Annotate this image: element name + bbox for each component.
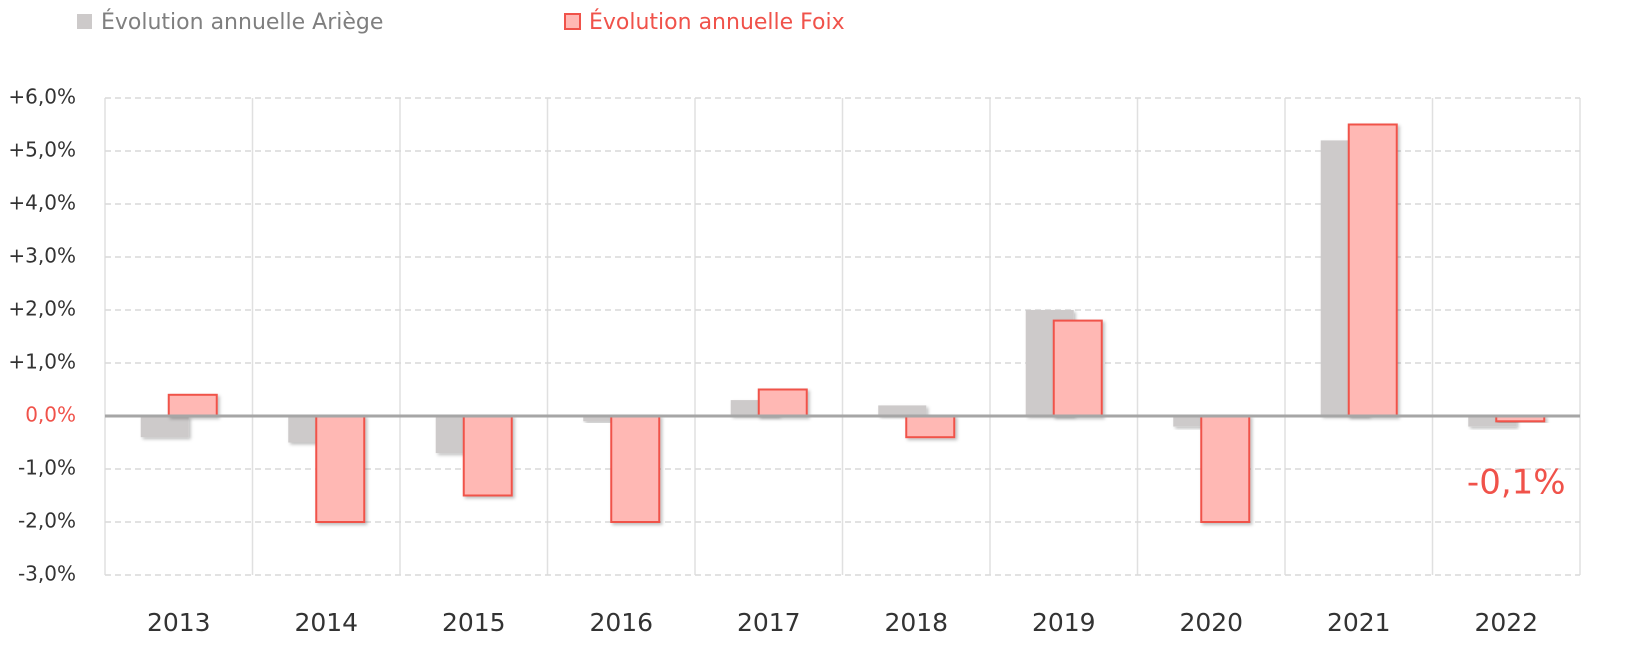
- x-tick-label: 2022: [1474, 608, 1538, 637]
- x-tick-label: 2019: [1032, 608, 1096, 637]
- bar: [1173, 416, 1222, 427]
- y-tick-label: -2,0%: [18, 509, 76, 533]
- legend-label: Évolution annuelle Ariège: [101, 9, 383, 35]
- bar: [757, 388, 808, 417]
- bar: [878, 405, 927, 416]
- bar: [140, 416, 189, 438]
- x-tick-label: 2018: [884, 608, 948, 637]
- y-tick-label: +1,0%: [8, 350, 76, 374]
- bar: [1200, 415, 1251, 523]
- x-tick-label: 2015: [442, 608, 506, 637]
- legend-swatch: [77, 14, 92, 29]
- bar: [583, 416, 632, 422]
- bar: [462, 415, 513, 497]
- x-tick-label: 2020: [1179, 608, 1243, 637]
- bar: [1052, 319, 1103, 418]
- bar: [167, 393, 218, 417]
- y-tick-label: +2,0%: [8, 297, 76, 321]
- y-tick-label: -1,0%: [18, 456, 76, 480]
- x-tick-label: 2016: [589, 608, 653, 637]
- bar: [1347, 123, 1398, 417]
- y-tick-label: +5,0%: [8, 138, 76, 162]
- x-tick-label: 2017: [737, 608, 801, 637]
- bar: [1468, 416, 1517, 427]
- y-tick-label: +3,0%: [8, 244, 76, 268]
- bar: [610, 415, 661, 523]
- y-tick-label: 0,0%: [25, 403, 76, 427]
- y-tick-label: +6,0%: [8, 85, 76, 109]
- legend-label: Évolution annuelle Foix: [589, 9, 845, 35]
- y-tick-label: +4,0%: [8, 191, 76, 215]
- x-tick-label: 2021: [1327, 608, 1391, 637]
- x-tick-label: 2013: [147, 608, 211, 637]
- value-label: -0,1%: [1467, 463, 1566, 503]
- y-tick-label: -3,0%: [18, 562, 76, 586]
- x-tick-label: 2014: [294, 608, 358, 637]
- bar: [905, 415, 956, 439]
- legend-swatch: [564, 13, 581, 30]
- bar: [315, 415, 366, 523]
